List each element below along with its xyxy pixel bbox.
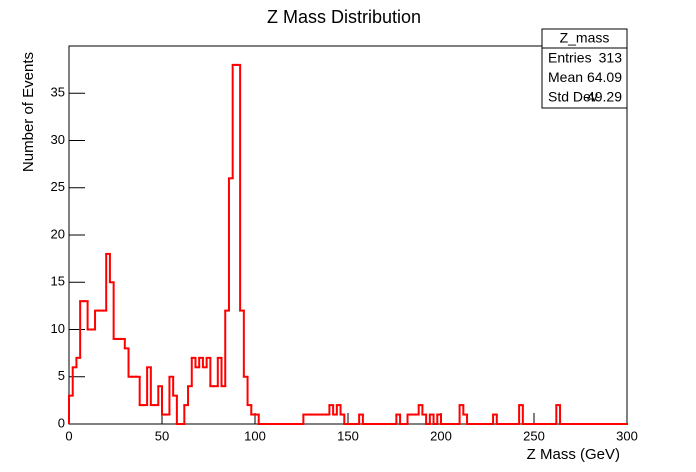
- y-tick-label: 10: [51, 321, 65, 336]
- x-tick-label: 250: [523, 428, 545, 443]
- y-tick-label: 5: [58, 368, 65, 383]
- x-tick-label: 150: [337, 428, 359, 443]
- x-tick-label: 300: [616, 428, 638, 443]
- y-tick-label: 15: [51, 274, 65, 289]
- x-tick-label: 50: [155, 428, 169, 443]
- stats-frame: [541, 28, 628, 109]
- x-axis-label: Z Mass (GeV): [527, 446, 620, 463]
- stats-value: 49.29: [587, 89, 622, 105]
- x-tick-label: 100: [244, 428, 266, 443]
- y-axis-label: Number of Events: [20, 52, 37, 172]
- y-tick-label: 35: [51, 85, 65, 100]
- stats-label: Std Dev: [548, 89, 598, 105]
- stats-label: Entries: [548, 50, 592, 66]
- y-tick-label: 0: [58, 415, 65, 430]
- y-tick-label: 30: [51, 132, 65, 147]
- y-tick-label: 20: [51, 226, 65, 241]
- x-tick-label: 0: [65, 428, 72, 443]
- stats-title: Z_mass: [560, 30, 610, 46]
- chart-title: Z Mass Distribution: [267, 7, 421, 27]
- stats-value: 64.09: [587, 69, 622, 85]
- x-tick-label: 200: [430, 428, 452, 443]
- y-tick-label: 25: [51, 179, 65, 194]
- stats-value: 313: [599, 50, 623, 66]
- stats-label: Mean: [548, 69, 583, 85]
